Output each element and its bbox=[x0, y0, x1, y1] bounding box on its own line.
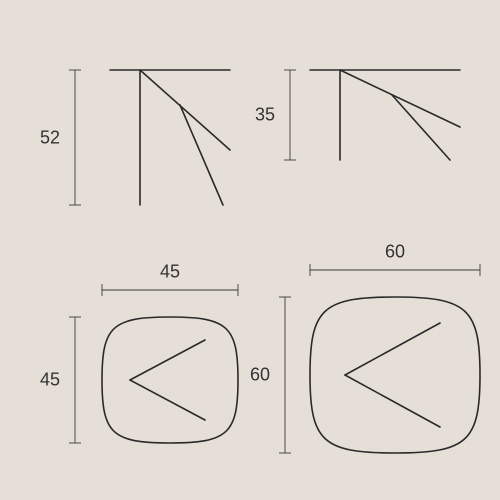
dim-width-60: 60 bbox=[385, 242, 405, 263]
dim-width-45: 45 bbox=[160, 262, 180, 283]
diagram-svg bbox=[0, 0, 500, 500]
dim-height-35: 35 bbox=[255, 105, 275, 126]
dim-depth-60: 60 bbox=[250, 365, 270, 386]
dim-depth-45: 45 bbox=[40, 370, 60, 391]
dimension-diagram: 52 35 45 45 60 60 bbox=[0, 0, 500, 500]
dim-height-52: 52 bbox=[40, 128, 60, 149]
